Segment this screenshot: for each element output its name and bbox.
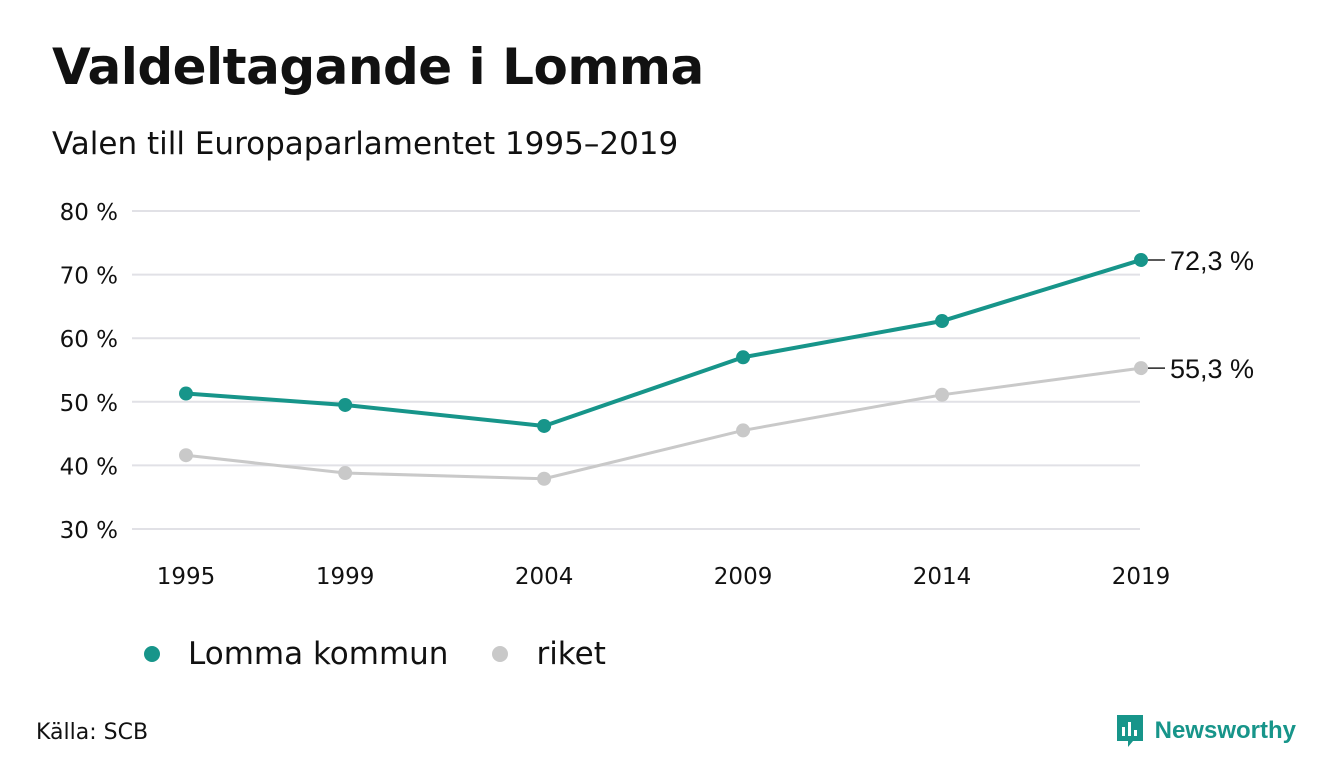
data-point-lomma bbox=[537, 418, 552, 433]
chart-legend: Lomma kommun riket bbox=[144, 636, 650, 672]
end-label-lomma: 72,3 % bbox=[1170, 246, 1254, 276]
x-tick-label: 1995 bbox=[157, 564, 216, 590]
series-line-riket bbox=[184, 366, 1143, 481]
data-point-lomma bbox=[935, 314, 950, 329]
end-label-riket: 55,3 % bbox=[1170, 354, 1254, 384]
x-tick-label: 2004 bbox=[515, 564, 574, 590]
x-tick-label: 2014 bbox=[913, 564, 972, 590]
y-tick-label: 30 % bbox=[60, 518, 118, 544]
brand-name: Newsworthy bbox=[1154, 717, 1296, 744]
data-point-lomma bbox=[338, 397, 353, 412]
line-chart: 30 % 40 % 50 % 60 % 70 % 80 % 1995 1999 2004 2009… bbox=[60, 200, 1255, 590]
legend-marker-lomma bbox=[144, 646, 160, 662]
x-tick-label: 2019 bbox=[1112, 564, 1171, 590]
x-tick-label: 2009 bbox=[714, 564, 773, 590]
y-tick-label: 60 % bbox=[60, 327, 118, 353]
data-point-riket bbox=[935, 387, 950, 402]
legend-item-lomma: Lomma kommun bbox=[144, 636, 448, 672]
chart-subtitle: Valen till Europaparlamentet 1995–2019 bbox=[52, 126, 679, 162]
legend-marker-riket bbox=[492, 646, 509, 662]
data-point-riket bbox=[736, 423, 751, 438]
data-point-riket bbox=[179, 448, 193, 463]
y-tick-label: 80 % bbox=[60, 200, 118, 226]
x-tick-label: 1999 bbox=[316, 564, 375, 590]
y-tick-label: 50 % bbox=[60, 391, 118, 417]
data-point-lomma bbox=[179, 386, 193, 401]
chart-title: Valdeltagande i Lomma bbox=[52, 38, 704, 96]
newsworthy-logo-icon bbox=[1116, 715, 1143, 747]
legend-item-riket: riket bbox=[492, 636, 606, 672]
data-point-riket bbox=[338, 466, 353, 481]
source-note: Källa: SCB bbox=[36, 720, 149, 745]
y-tick-label: 40 % bbox=[60, 454, 118, 480]
data-point-lomma bbox=[1134, 252, 1148, 267]
y-tick-label: 70 % bbox=[60, 264, 118, 290]
legend-label-riket: riket bbox=[536, 636, 606, 672]
data-point-riket bbox=[1134, 361, 1148, 376]
series-line-lomma bbox=[184, 257, 1143, 428]
data-point-riket bbox=[537, 471, 552, 486]
brand-logo: Newsworthy bbox=[1115, 713, 1296, 749]
data-point-lomma bbox=[736, 350, 751, 365]
legend-label-lomma: Lomma kommun bbox=[188, 636, 449, 672]
